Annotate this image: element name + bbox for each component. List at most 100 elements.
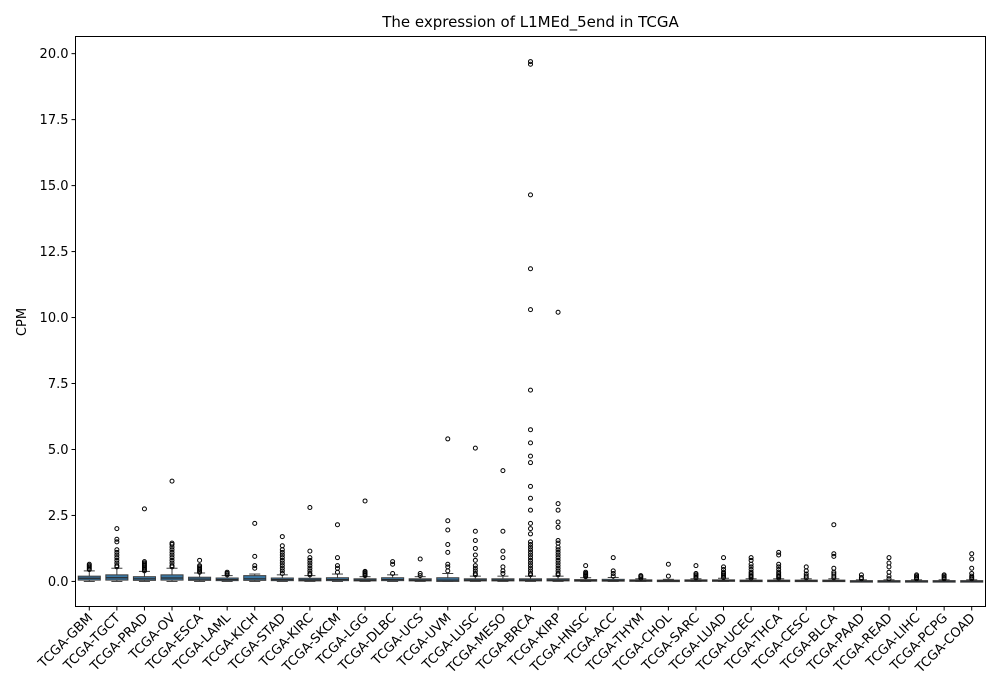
outlier-point	[114, 557, 120, 563]
outlier-point	[390, 559, 396, 565]
outlier-point	[528, 544, 533, 550]
outlier-point	[969, 565, 975, 571]
outlier-point	[528, 541, 533, 547]
outlier-point	[307, 505, 313, 511]
outlier-point	[583, 569, 589, 575]
outlier-point	[528, 560, 533, 566]
outlier-point	[528, 440, 533, 446]
outlier-point	[114, 555, 120, 561]
outlier-point	[555, 557, 561, 563]
outlier-point	[528, 307, 533, 313]
outlier-point	[831, 522, 837, 528]
outlier-point	[169, 549, 175, 555]
outlier-point	[472, 445, 478, 451]
outlier-point	[279, 571, 285, 577]
outlier-point	[555, 519, 561, 525]
outlier-point	[417, 556, 423, 562]
outlier-point	[665, 573, 671, 579]
outlier-point	[721, 555, 727, 561]
outlier-point	[197, 563, 203, 569]
outlier-point	[114, 547, 120, 553]
outlier-point	[555, 571, 561, 577]
y-tick-label: 17.5	[40, 113, 69, 128]
outlier-point	[307, 548, 313, 554]
outlier-point	[500, 528, 506, 534]
outlier-point	[279, 557, 285, 563]
outlier-point	[528, 453, 533, 459]
outlier-point	[721, 567, 727, 573]
outlier-point	[500, 555, 506, 561]
outlier-point	[472, 545, 478, 551]
outlier-point	[528, 387, 533, 393]
outlier-point	[610, 573, 616, 579]
outlier-point	[555, 555, 561, 561]
outlier-point	[528, 571, 533, 577]
outlier-point	[334, 555, 340, 561]
outlier-point	[86, 561, 92, 567]
outlier-point	[279, 549, 285, 555]
outlier-point	[528, 547, 533, 553]
outlier-point	[390, 561, 396, 567]
outlier-point	[776, 549, 782, 555]
outlier-point	[831, 571, 837, 577]
outlier-point	[528, 568, 533, 574]
outlier-point	[555, 565, 561, 571]
outlier-point	[169, 560, 175, 566]
outlier-point	[528, 460, 533, 466]
outlier-point	[114, 549, 120, 555]
outlier-point	[500, 571, 506, 577]
outlier-point	[583, 563, 589, 569]
outlier-point	[445, 436, 451, 442]
outlier-point	[610, 568, 616, 574]
outlier-point	[445, 527, 451, 533]
outlier-point	[886, 560, 892, 566]
outlier-point	[334, 565, 340, 571]
outlier-point	[528, 59, 533, 65]
outlier-point	[307, 568, 313, 574]
outlier-point	[279, 547, 285, 553]
outlier-point	[803, 571, 809, 577]
y-tick-label: 12.5	[40, 245, 69, 260]
outlier-point	[169, 555, 175, 561]
y-tick-label: 7.5	[48, 377, 69, 392]
outlier-point	[748, 555, 754, 561]
outlier-point	[528, 495, 533, 501]
y-tick-label: 20.0	[40, 47, 69, 62]
outlier-point	[886, 564, 892, 570]
outlier-point	[721, 569, 727, 575]
outlier-point	[528, 526, 533, 532]
outlier-point	[279, 565, 285, 571]
outlier-point	[555, 552, 561, 558]
outlier-point	[555, 563, 561, 569]
outlier-point	[748, 557, 754, 563]
outlier-point	[528, 565, 533, 571]
outlier-point	[555, 544, 561, 550]
y-tick-label: 2.5	[48, 509, 69, 524]
plot-area: 0.02.55.07.510.012.515.017.520.0TCGA-GBM…	[35, 47, 984, 677]
outlier-point	[969, 571, 975, 577]
plot-frame	[75, 36, 986, 607]
outlier-point	[555, 549, 561, 555]
outlier-point	[472, 568, 478, 574]
outlier-point	[307, 557, 313, 563]
outlier-point	[307, 560, 313, 566]
outlier-point	[307, 565, 313, 571]
outlier-point	[528, 520, 533, 526]
outlier-point	[555, 538, 561, 544]
outlier-point	[114, 526, 120, 532]
outlier-point	[169, 552, 175, 558]
outlier-point	[472, 552, 478, 558]
outlier-point	[665, 561, 671, 567]
outlier-point	[472, 571, 478, 577]
outlier-point	[334, 522, 340, 528]
outlier-point	[969, 551, 975, 557]
outlier-point	[528, 61, 533, 67]
outlier-point	[693, 563, 699, 569]
outlier-point	[776, 561, 782, 567]
outlier-point	[362, 498, 368, 504]
outlier-point	[610, 555, 616, 561]
outlier-point	[528, 192, 533, 198]
outlier-point	[472, 565, 478, 571]
y-axis-label: CPM	[15, 308, 30, 336]
